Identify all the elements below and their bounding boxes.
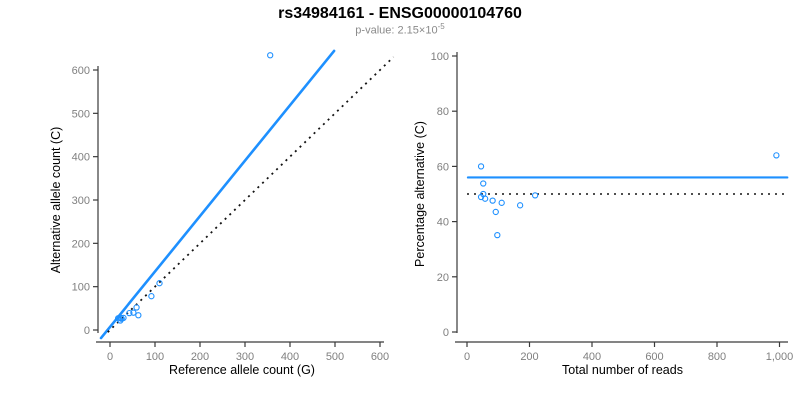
- left-y-tick-label: 500: [72, 108, 90, 120]
- left-y-tick-label: 400: [72, 152, 90, 164]
- left-x-tick-label: 300: [236, 351, 254, 363]
- data-point: [480, 180, 487, 187]
- data-point: [130, 309, 137, 316]
- left-x-tick-label: 500: [326, 351, 344, 363]
- data-point: [492, 208, 499, 216]
- data-point: [156, 280, 163, 287]
- left-y-axis-title: Alternative allele count (C): [49, 126, 63, 274]
- left-x-tick-label: 0: [107, 351, 113, 363]
- data-point: [477, 163, 485, 170]
- right-y-tick-label: 20: [437, 272, 449, 284]
- right-x-tick-label: 800: [708, 351, 726, 363]
- right-y-tick-label: 0: [443, 327, 449, 339]
- right-y-tick-label: 80: [437, 106, 449, 118]
- data-point: [135, 312, 142, 319]
- p-value-exponent: -5: [437, 22, 445, 31]
- left-x-tick-label: 100: [146, 351, 164, 363]
- figure-title: rs34984161 - ENSG00000104760: [278, 5, 522, 22]
- right-x-tick-label: 400: [583, 351, 601, 363]
- right-x-tick-label: 200: [520, 351, 538, 363]
- data-point: [531, 192, 539, 199]
- right-y-tick-label: 40: [437, 217, 449, 229]
- data-point: [126, 309, 133, 317]
- p-value-text: p-value: 2.15×10: [355, 24, 438, 37]
- p-value-subtitle: p-value: 2.15×10-5: [0, 22, 800, 37]
- data-point: [773, 152, 780, 159]
- left-x-tick-label: 400: [281, 351, 299, 363]
- data-point: [498, 199, 505, 206]
- data-point: [148, 293, 155, 300]
- identity-line: [107, 56, 395, 333]
- left-y-tick-label: 300: [72, 195, 90, 207]
- right-y-tick-label: 60: [437, 161, 449, 173]
- data-point: [481, 195, 489, 202]
- left-y-tick-label: 600: [72, 65, 90, 77]
- right-x-axis-title: Total number of reads: [562, 363, 683, 377]
- data-point: [117, 314, 124, 322]
- right-y-axis-title: Percentage alternative (C): [413, 121, 427, 267]
- left-x-tick-label: 600: [371, 351, 389, 363]
- fit-line: [99, 49, 336, 340]
- left-x-tick-label: 200: [191, 351, 209, 363]
- data-point: [120, 314, 127, 322]
- right-x-tick-label: 0: [464, 351, 470, 363]
- right-x-tick-label: 600: [645, 351, 663, 363]
- data-point: [516, 202, 524, 209]
- left-y-tick-label: 200: [72, 238, 90, 250]
- right-y-tick-label: 100: [431, 51, 449, 63]
- left-y-tick-label: 0: [84, 325, 90, 337]
- data-point: [133, 304, 140, 311]
- left-x-axis-title: Reference allele count (G): [169, 363, 315, 377]
- data-point: [494, 231, 501, 239]
- data-point: [489, 197, 496, 204]
- data-point: [267, 52, 274, 59]
- left-y-tick-label: 100: [72, 282, 90, 294]
- right-x-tick-label: 1,000: [766, 351, 794, 363]
